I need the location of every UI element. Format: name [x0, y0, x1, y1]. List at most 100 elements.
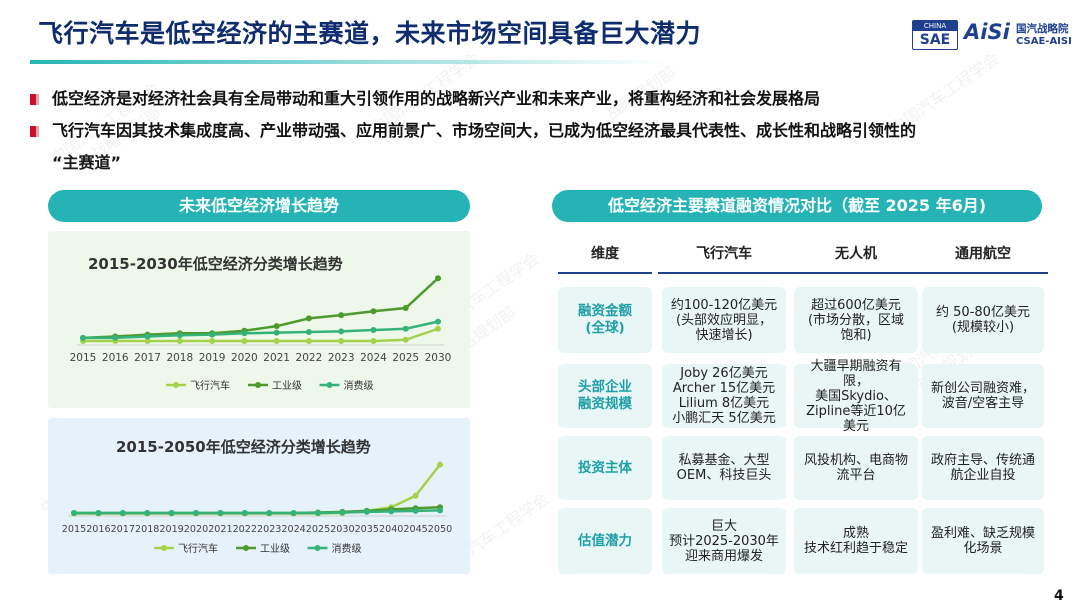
- series-line-2: [83, 320, 439, 340]
- data-point: [370, 327, 377, 334]
- data-point: [338, 328, 345, 335]
- x-tick-label: 2016: [86, 524, 110, 535]
- data-point: [144, 509, 151, 516]
- data-point: [209, 331, 216, 338]
- table-row-label: 融资金额 (全球): [558, 287, 652, 353]
- logo: CHINA SAE AiSi 国汽战略院 CSAE-AISI: [912, 18, 1072, 54]
- data-point: [112, 334, 119, 341]
- data-point: [305, 328, 312, 335]
- series-line-0: [74, 463, 441, 515]
- legend-label: 飞行汽车: [178, 542, 218, 555]
- section-header-growth: 未来低空经济增长趋势: [48, 190, 470, 222]
- table-cell: 超过600亿美元 (市场分散，区域 饱和): [794, 287, 918, 353]
- table-header-1: 飞行汽车: [658, 236, 790, 274]
- data-point: [402, 325, 409, 332]
- series-line-2: [74, 509, 441, 515]
- table-cell: 约100-120亿美元 (头部效应明显， 快速增长): [662, 287, 786, 353]
- data-point: [437, 507, 443, 514]
- x-tick-label: 2023: [328, 352, 355, 364]
- legend-marker: [326, 382, 333, 388]
- series-line-1: [82, 277, 439, 340]
- legend-label: 飞行汽车: [190, 379, 230, 392]
- legend-marker: [161, 545, 167, 551]
- line-chart-2015-2030: 2015 2016 2017 2018 2019 2020 2021 2022 2023 2024…: [70, 275, 451, 392]
- legend-marker: [255, 382, 261, 388]
- data-point: [305, 338, 312, 345]
- x-tick-label: 2020: [231, 352, 258, 364]
- data-point: [338, 312, 345, 319]
- data-point: [305, 315, 312, 322]
- data-point: [412, 507, 419, 514]
- bullet-1: 低空经济是对经济社会具有全局带动和重大引领作用的战略新兴产业和未来产业，将重构经…: [30, 86, 1070, 112]
- x-tick-label: 2018: [135, 524, 159, 535]
- series-line-0: [83, 327, 439, 343]
- bullet-2: 飞行汽车因其技术集成度高、产业带动强、应用前景广、市场空间大，已成为低空经济最具…: [30, 118, 1070, 144]
- table-cell: 成熟 技术红利趋于稳定: [794, 508, 918, 574]
- x-tick-label: 2019: [199, 352, 226, 364]
- logo-en-name: CSAE-AISI: [1016, 36, 1072, 47]
- x-tick-label: 2030: [330, 524, 354, 535]
- x-tick-label: 2050: [428, 524, 452, 535]
- data-point: [402, 305, 409, 312]
- bullet-square-icon: [30, 94, 39, 105]
- table-row-label: 估值潜力: [558, 508, 652, 574]
- data-point: [363, 508, 370, 515]
- data-point: [370, 308, 377, 315]
- page-title: 飞行汽车是低空经济的主赛道，未来市场空间具备巨大潜力: [38, 19, 702, 48]
- data-point: [339, 509, 346, 516]
- data-point: [119, 509, 126, 516]
- data-point: [388, 508, 395, 515]
- data-point: [241, 509, 248, 516]
- table-cell: 大疆早期融资有限， 美国Skydio、 Zipline等近10亿 美元: [794, 359, 918, 434]
- chart-title: 2015-2030年低空经济分类增长趋势: [88, 255, 343, 273]
- table-header-0: 维度: [558, 236, 652, 274]
- table-cell: 新创公司融资难， 波音/空客主导: [922, 364, 1044, 428]
- chart-panel-2015-2030: 2015-2030年低空经济分类增长趋势 2015 2016 2017 2018 201…: [48, 231, 470, 408]
- sae-logo-icon: CHINA SAE: [912, 20, 958, 50]
- data-point: [144, 333, 151, 340]
- legend-marker: [314, 545, 321, 551]
- table-row-label: 投资主体: [558, 436, 652, 500]
- data-point: [266, 509, 273, 516]
- legend-label: 消费级: [332, 542, 362, 555]
- table-cell: 盈利难、缺乏规模 化场景: [922, 508, 1044, 574]
- data-point: [168, 509, 175, 516]
- line-chart-2015-2050: 2015 2016 2017 2018 2019 2020 2021 2022 2023 2024…: [62, 461, 452, 555]
- data-point: [273, 329, 280, 336]
- logo-cn-name: 国汽战略院: [1016, 23, 1069, 35]
- data-point: [315, 509, 321, 516]
- data-point: [241, 338, 248, 345]
- table-cell: Joby 26亿美元 Archer 15亿美元 Lilium 8亿美元 小鹏汇天…: [662, 364, 786, 428]
- data-point: [290, 509, 297, 516]
- bullet-text: 低空经济是对经济社会具有全局带动和重大引领作用的战略新兴产业和未来产业，将重构经…: [52, 89, 821, 108]
- x-tick-label: 2022: [233, 524, 257, 535]
- logo-aisi: AiSi: [964, 20, 1010, 44]
- x-tick-label: 2015: [62, 524, 86, 535]
- data-point: [95, 509, 102, 516]
- x-tick-label: 2023: [257, 524, 281, 535]
- data-point: [435, 325, 441, 332]
- x-tick-label: 2020: [184, 524, 208, 535]
- data-point: [338, 338, 345, 345]
- data-point: [370, 338, 377, 345]
- data-point: [437, 461, 443, 468]
- x-tick-label: 2021: [263, 352, 290, 364]
- table-cell: 风投机构、电商物 流平台: [794, 436, 918, 500]
- title-underline: [30, 60, 670, 64]
- data-point: [435, 275, 441, 282]
- table-cell: 约 50-80亿美元 (规模较小): [922, 287, 1044, 353]
- x-tick-label: 2025: [306, 524, 330, 535]
- legend-marker: [243, 545, 249, 551]
- section-header-financing: 低空经济主要赛道融资情况对比（截至 2025 年6月): [552, 190, 1042, 222]
- data-point: [273, 338, 280, 345]
- x-tick-label: 2022: [296, 352, 323, 364]
- data-point: [209, 338, 216, 345]
- bullet-2-continuation: “主赛道”: [52, 153, 122, 172]
- table-cell: 政府主导、传统通 航企业自投: [922, 436, 1044, 500]
- x-tick-label: 2015: [70, 352, 97, 364]
- data-point: [71, 509, 77, 516]
- x-tick-label: 2025: [392, 352, 419, 364]
- data-point: [241, 330, 248, 337]
- table-header-2: 无人机: [790, 236, 922, 274]
- chart-title: 2015-2050年低空经济分类增长趋势: [116, 438, 371, 456]
